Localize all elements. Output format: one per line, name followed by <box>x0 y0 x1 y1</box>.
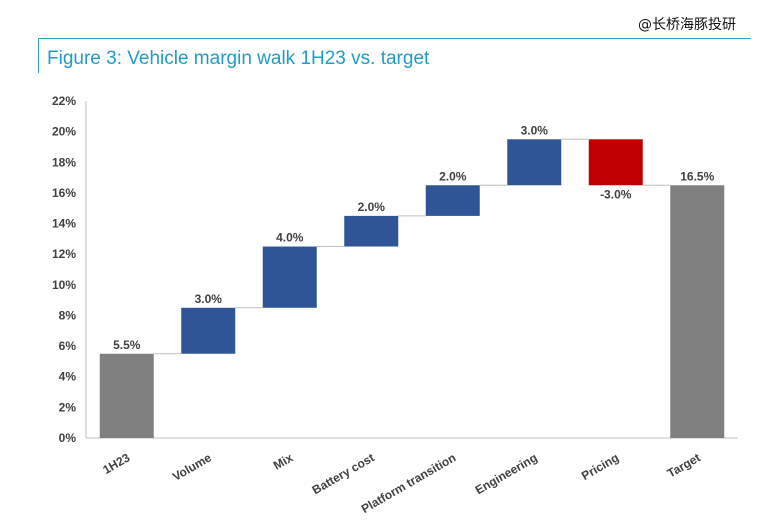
bar <box>507 139 562 186</box>
bar <box>262 246 317 308</box>
data-label: -3.0% <box>600 187 632 201</box>
watermark-text: @长桥海豚投研 <box>638 17 736 33</box>
bar <box>670 185 725 438</box>
bar <box>344 215 399 247</box>
x-tick-label: Target <box>665 450 703 480</box>
bar <box>425 185 480 216</box>
x-tick-label: Engineering <box>473 450 540 497</box>
y-tick-label: 22% <box>52 94 76 108</box>
data-label: 2.0% <box>439 169 467 183</box>
y-tick-label: 14% <box>52 217 76 231</box>
data-label: 4.0% <box>276 231 304 245</box>
y-tick-label: 20% <box>52 125 76 139</box>
data-label: 3.0% <box>521 123 549 137</box>
x-tick-label: Battery cost <box>310 450 377 497</box>
bar <box>588 139 643 186</box>
y-tick-label: 16% <box>52 186 76 200</box>
data-label: 3.0% <box>195 292 223 306</box>
y-tick-label: 12% <box>52 247 76 261</box>
bar <box>99 353 154 438</box>
y-tick-label: 2% <box>59 400 77 414</box>
data-label: 5.5% <box>113 338 141 352</box>
y-tick-label: 0% <box>59 431 77 445</box>
chart-title: Figure 3: Vehicle margin walk 1H23 vs. t… <box>47 48 430 69</box>
bar <box>181 307 236 354</box>
x-tick-label: Volume <box>170 450 214 484</box>
data-label: 2.0% <box>358 200 386 214</box>
y-tick-label: 4% <box>59 370 77 384</box>
y-tick-label: 10% <box>52 278 76 292</box>
x-tick-label: 1H23 <box>100 450 132 477</box>
y-tick-label: 6% <box>59 339 77 353</box>
x-tick-label: Pricing <box>579 450 621 482</box>
figure-header: Figure 3: Vehicle margin walk 1H23 vs. t… <box>38 38 751 73</box>
y-tick-label: 18% <box>52 155 76 169</box>
data-label: 16.5% <box>680 169 714 183</box>
y-tick-label: 8% <box>59 308 77 322</box>
x-tick-label: Mix <box>271 450 296 472</box>
